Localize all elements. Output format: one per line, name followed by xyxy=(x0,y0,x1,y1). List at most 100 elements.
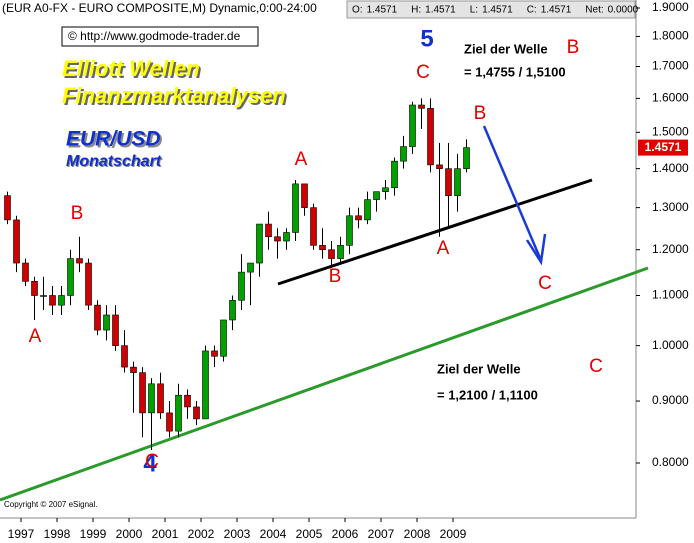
target-heading: Ziel der Welle xyxy=(437,361,521,376)
headline: Finanzmarktanalysen xyxy=(62,83,286,108)
candle-body xyxy=(310,207,317,246)
candle-body xyxy=(229,300,236,321)
candle-body xyxy=(121,345,128,368)
target-text: = 1,4755 / 1,5100 xyxy=(464,64,566,79)
wave-label: C xyxy=(416,62,430,83)
candle-body xyxy=(373,191,380,200)
candle-body xyxy=(211,350,218,357)
info-value: 1.4571 xyxy=(425,5,456,16)
wave-label: C xyxy=(538,273,552,294)
candle-body xyxy=(418,104,425,109)
x-tick-label: 2002 xyxy=(188,527,215,541)
target-heading: Ziel der Welle xyxy=(464,41,548,56)
candle-body xyxy=(76,258,83,264)
candle-body xyxy=(67,258,74,296)
candle-body xyxy=(130,366,137,373)
y-tick-label: 1.5000 xyxy=(652,125,689,139)
candle-body xyxy=(175,394,182,432)
candles xyxy=(4,98,470,451)
y-tick-label: 1.8000 xyxy=(652,29,689,43)
y-tick-label: 0.9000 xyxy=(652,393,689,407)
info-label: L: xyxy=(470,5,478,16)
candle-body xyxy=(193,406,200,420)
candle-body xyxy=(220,319,227,357)
info-label: C: xyxy=(527,5,537,16)
candle-body xyxy=(247,262,254,273)
chart-title: (EUR A0-FX - EURO COMPOSITE,M) Dynamic,0… xyxy=(2,1,317,15)
last-price-label: 1.4571 xyxy=(645,140,682,154)
x-tick-label: 2001 xyxy=(152,527,179,541)
target-text: = 1,2100 / 1,1100 xyxy=(437,387,538,402)
candle-body xyxy=(436,164,443,169)
x-tick-label: 2003 xyxy=(224,527,251,541)
support-trendline xyxy=(0,266,649,502)
candle-body xyxy=(463,147,470,169)
info-value: 1.4571 xyxy=(367,5,398,16)
wave-label: A xyxy=(29,326,42,347)
y-tick-label: 1.0000 xyxy=(652,338,689,352)
neckline xyxy=(277,178,593,286)
candle-body xyxy=(301,183,308,208)
candle-body xyxy=(454,168,461,196)
candle-body xyxy=(31,281,38,296)
candle-body xyxy=(328,249,335,259)
x-tick-label: 2004 xyxy=(260,527,287,541)
candle-body xyxy=(400,146,407,162)
candle-body xyxy=(355,215,362,221)
y-tick-label: 1.9000 xyxy=(652,0,689,14)
candle-body xyxy=(337,245,344,259)
axes: 0.8000 0.9000 1.0000 1.1000 1.2000 1.3000 1.40… xyxy=(8,0,689,541)
info-value: 1.4571 xyxy=(482,5,513,16)
candle-body xyxy=(364,199,371,221)
candle-body xyxy=(409,104,416,147)
source-box xyxy=(61,26,259,47)
wave-label: B xyxy=(474,103,487,124)
title-bg xyxy=(0,0,343,18)
candle-body xyxy=(148,383,155,414)
candle-body xyxy=(40,295,47,297)
candle-body xyxy=(184,394,191,408)
candle-body xyxy=(292,183,299,233)
info-bar xyxy=(346,0,636,19)
candle-body xyxy=(427,108,434,166)
x-tick-label: 2009 xyxy=(440,527,467,541)
source: © http://www.godmode-trader.de xyxy=(68,29,241,43)
x-tick-label: 1998 xyxy=(44,527,71,541)
y-tick-label: 1.7000 xyxy=(652,59,689,73)
info-label: H: xyxy=(411,5,421,16)
wave-label: C xyxy=(145,451,159,472)
candle-body xyxy=(319,245,326,251)
candle-body xyxy=(139,372,146,414)
x-tick-label: 2006 xyxy=(332,527,359,541)
candle-body xyxy=(382,187,389,192)
wave-label: B xyxy=(329,266,342,287)
info-label: O: xyxy=(352,5,363,16)
target-wave: C xyxy=(589,356,603,377)
info-label: Net: xyxy=(585,5,603,16)
candle-body xyxy=(346,215,353,246)
candle-body xyxy=(166,412,173,432)
candle-body xyxy=(265,223,272,238)
copyright: Copyright © 2007 eSignal. xyxy=(4,500,98,509)
candle-body xyxy=(274,236,281,242)
y-tick-label: 1.2000 xyxy=(652,242,689,256)
projection-arrow xyxy=(482,125,547,266)
wave-label: 4 xyxy=(143,450,157,477)
candle-body xyxy=(22,262,29,282)
candle-body xyxy=(202,350,209,420)
wave-label: 5 xyxy=(420,25,433,52)
headline: Elliott Wellen xyxy=(62,56,200,81)
y-tick-label: 1.4000 xyxy=(652,161,689,175)
x-tick-label: 2000 xyxy=(116,527,143,541)
x-tick-label: 2007 xyxy=(368,527,395,541)
info-value: 0.0000 xyxy=(608,5,639,16)
candle-body xyxy=(238,271,245,301)
period: Monatschart xyxy=(66,153,162,170)
candle-body xyxy=(157,383,164,414)
candle-body xyxy=(445,168,452,196)
info-values: O: 1.4571 H: 1.4571 L: 1.4571 C: 1.4571 Net: 0.00… xyxy=(352,5,639,16)
wave-label: B xyxy=(71,203,84,224)
candle-body xyxy=(94,304,101,331)
candle-body xyxy=(49,295,56,306)
